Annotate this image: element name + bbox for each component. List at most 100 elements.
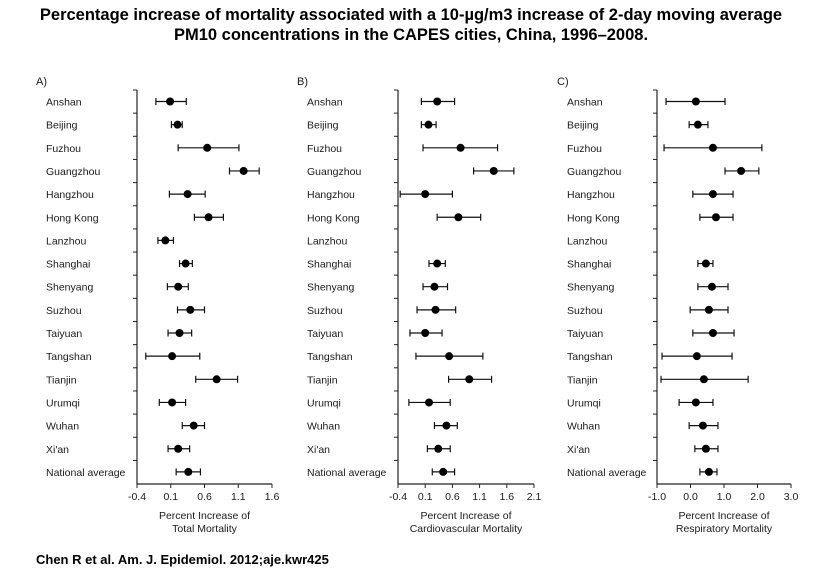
point-estimate — [707, 282, 716, 291]
point-estimate — [212, 375, 221, 384]
category-label: Beijing — [307, 120, 339, 132]
x-tick-label: 0.1 — [163, 491, 178, 503]
point-estimate — [175, 329, 184, 337]
panel-label: A) — [36, 76, 47, 88]
x-tick-label: -0.4 — [128, 491, 146, 503]
point-estimate — [168, 398, 177, 407]
category-label: Wuhan — [46, 421, 79, 433]
category-label: Guangzhou — [307, 166, 361, 178]
category-label: Shanghai — [567, 259, 611, 271]
x-axis-label-line-1: Percent Increase of — [420, 510, 511, 522]
x-tick-label: 1.6 — [499, 491, 514, 503]
x-tick-label: 0.1 — [418, 491, 433, 503]
point-estimate — [701, 259, 710, 268]
category-label: Guangzhou — [46, 166, 100, 178]
category-label: Hangzhou — [307, 189, 355, 201]
category-label: Lanzhou — [307, 235, 347, 247]
point-estimate — [456, 143, 465, 152]
point-estimate — [708, 143, 717, 152]
category-label: Taiyuan — [567, 328, 603, 340]
citation: Chen R et al. Am. J. Epidemiol. 2012;aje… — [36, 552, 329, 567]
category-label: Suzhou — [567, 305, 603, 317]
x-tick-label: 1.1 — [231, 491, 246, 503]
category-label: Fuzhou — [567, 143, 602, 155]
x-tick-label: 0.6 — [445, 491, 460, 503]
category-label: Tangshan — [567, 351, 613, 363]
point-estimate — [433, 97, 442, 106]
point-estimate — [691, 398, 700, 407]
category-label: National average — [46, 467, 126, 479]
point-estimate — [445, 352, 454, 361]
point-estimate — [489, 166, 498, 175]
category-label: Hong Kong — [46, 212, 99, 224]
panel-label: C) — [557, 76, 569, 88]
panel-c: C) -1.0 0.0 1.0 2.0 3.0 Percent Increase ofRes… — [557, 76, 798, 535]
point-estimate — [698, 421, 707, 430]
category-label: Suzhou — [307, 305, 343, 317]
category-label: Tianjin — [567, 374, 598, 386]
category-label: National average — [307, 467, 387, 479]
category-label: National average — [567, 467, 647, 479]
point-estimate — [693, 120, 702, 129]
category-label: Tianjin — [46, 374, 77, 386]
point-estimate — [434, 444, 443, 453]
point-estimate — [174, 282, 183, 291]
point-estimate — [737, 166, 746, 175]
point-estimate — [166, 97, 175, 106]
point-estimate — [184, 467, 193, 476]
x-axis-label-line-2: Respiratory Mortality — [676, 523, 773, 535]
title-line-2: PM10 concentrations in the CAPES cities,… — [173, 26, 649, 44]
x-tick-label: 1.6 — [265, 491, 280, 503]
x-tick-label: 1.0 — [717, 491, 732, 503]
category-label: Hangzhou — [567, 189, 615, 201]
category-label: Shenyang — [46, 282, 93, 294]
point-estimate — [173, 120, 182, 129]
x-tick-label: -1.0 — [648, 491, 666, 503]
point-estimate — [442, 421, 451, 430]
point-estimate — [701, 444, 710, 453]
category-label: Fuzhou — [307, 143, 342, 155]
point-estimate — [425, 398, 434, 407]
category-label: Hangzhou — [46, 189, 94, 201]
category-label: Guangzhou — [567, 166, 621, 178]
point-estimate — [708, 329, 717, 337]
point-estimate — [454, 213, 463, 222]
x-tick-label: 0.6 — [197, 491, 212, 503]
title-line-1: Percentage increase of mortality associa… — [39, 6, 783, 24]
category-label: Shanghai — [46, 259, 90, 271]
category-label: Hong Kong — [567, 212, 620, 224]
point-estimate — [161, 236, 170, 245]
category-label: Lanzhou — [567, 235, 607, 247]
category-label: Tianjin — [307, 374, 338, 386]
category-label: Tangshan — [307, 351, 353, 363]
category-label: Anshan — [307, 97, 343, 109]
point-estimate — [174, 444, 183, 453]
point-estimate — [691, 97, 700, 106]
x-tick-label: 1.1 — [472, 491, 487, 503]
category-label: Urumqi — [567, 397, 601, 409]
point-estimate — [189, 421, 198, 430]
x-axis-label-line-1: Percent Increase of — [159, 510, 250, 522]
category-label: Taiyuan — [46, 328, 82, 340]
figure-title: Percentage increase of mortality associa… — [0, 5, 822, 45]
category-label: Urumqi — [307, 397, 341, 409]
point-estimate — [433, 259, 442, 268]
category-label: Xi'an — [567, 444, 590, 456]
category-label: Anshan — [567, 97, 603, 109]
point-estimate — [421, 329, 430, 337]
point-estimate — [465, 375, 474, 384]
category-label: Beijing — [567, 120, 599, 132]
category-label: Anshan — [46, 97, 82, 109]
x-axis-label-line-2: Cardiovascular Mortality — [410, 523, 523, 535]
point-estimate — [204, 213, 213, 222]
x-axis-label-line-1: Percent Increase of — [678, 510, 769, 522]
category-label: Taiyuan — [307, 328, 343, 340]
point-estimate — [692, 352, 701, 361]
category-label: Shenyang — [307, 282, 354, 294]
category-label: Lanzhou — [46, 235, 86, 247]
point-estimate — [708, 190, 717, 199]
category-label: Wuhan — [567, 421, 600, 433]
x-tick-label: 2.1 — [527, 491, 542, 503]
point-estimate — [430, 282, 439, 291]
category-label: Hong Kong — [307, 212, 360, 224]
